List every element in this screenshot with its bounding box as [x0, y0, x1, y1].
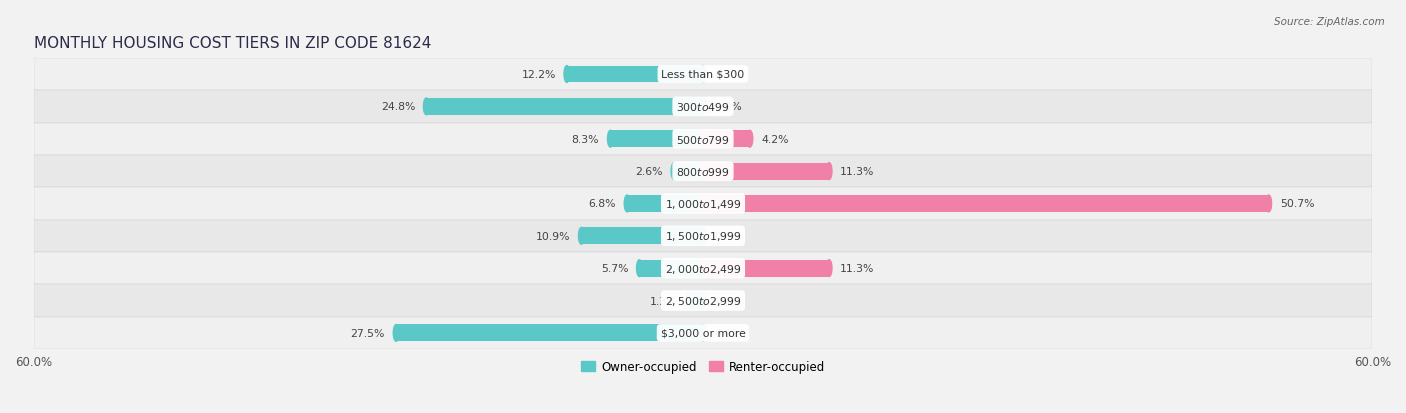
- Bar: [703, 196, 1268, 212]
- Text: 0.0%: 0.0%: [714, 328, 742, 338]
- Circle shape: [637, 260, 643, 277]
- Text: 0.0%: 0.0%: [714, 231, 742, 241]
- FancyBboxPatch shape: [34, 252, 1372, 285]
- Circle shape: [578, 228, 585, 244]
- Text: Less than $300: Less than $300: [661, 70, 745, 80]
- FancyBboxPatch shape: [34, 91, 1372, 123]
- Text: $300 to $499: $300 to $499: [676, 101, 730, 113]
- FancyBboxPatch shape: [34, 59, 1372, 91]
- Text: 1.3%: 1.3%: [650, 296, 678, 306]
- Text: 11.3%: 11.3%: [841, 263, 875, 273]
- Bar: [396, 325, 703, 342]
- Bar: [703, 260, 830, 277]
- Circle shape: [700, 196, 706, 212]
- Bar: [627, 196, 703, 212]
- Text: 5.7%: 5.7%: [600, 263, 628, 273]
- Bar: [673, 163, 703, 180]
- FancyBboxPatch shape: [34, 156, 1372, 188]
- Legend: Owner-occupied, Renter-occupied: Owner-occupied, Renter-occupied: [576, 356, 830, 378]
- Text: 0.0%: 0.0%: [714, 102, 742, 112]
- Text: $3,000 or more: $3,000 or more: [661, 328, 745, 338]
- Circle shape: [700, 196, 706, 212]
- Text: $2,000 to $2,499: $2,000 to $2,499: [665, 262, 741, 275]
- Circle shape: [423, 99, 429, 116]
- Bar: [582, 228, 703, 244]
- Circle shape: [827, 163, 832, 180]
- Text: 0.0%: 0.0%: [714, 296, 742, 306]
- Text: 50.7%: 50.7%: [1279, 199, 1315, 209]
- Circle shape: [700, 260, 706, 277]
- Circle shape: [700, 163, 706, 180]
- Circle shape: [827, 260, 832, 277]
- Text: $2,500 to $2,999: $2,500 to $2,999: [665, 294, 741, 307]
- Text: 27.5%: 27.5%: [350, 328, 385, 338]
- Text: $1,000 to $1,499: $1,000 to $1,499: [665, 197, 741, 211]
- Circle shape: [700, 66, 706, 83]
- FancyBboxPatch shape: [34, 317, 1372, 349]
- Circle shape: [700, 163, 706, 180]
- Circle shape: [700, 260, 706, 277]
- Text: 2.6%: 2.6%: [636, 167, 662, 177]
- Text: $800 to $999: $800 to $999: [676, 166, 730, 178]
- FancyBboxPatch shape: [34, 123, 1372, 156]
- Bar: [703, 163, 830, 180]
- Circle shape: [624, 196, 630, 212]
- Bar: [640, 260, 703, 277]
- Text: $500 to $799: $500 to $799: [676, 133, 730, 145]
- Text: 24.8%: 24.8%: [381, 102, 415, 112]
- Text: 4.2%: 4.2%: [761, 134, 789, 145]
- Text: MONTHLY HOUSING COST TIERS IN ZIP CODE 81624: MONTHLY HOUSING COST TIERS IN ZIP CODE 8…: [34, 36, 430, 50]
- Text: 10.9%: 10.9%: [536, 231, 571, 241]
- Circle shape: [671, 163, 676, 180]
- FancyBboxPatch shape: [34, 188, 1372, 220]
- Circle shape: [700, 228, 706, 244]
- Circle shape: [564, 66, 569, 83]
- Circle shape: [747, 131, 752, 148]
- FancyBboxPatch shape: [34, 285, 1372, 317]
- Bar: [703, 131, 749, 148]
- Circle shape: [700, 131, 706, 148]
- Text: 11.3%: 11.3%: [841, 167, 875, 177]
- Text: 0.0%: 0.0%: [714, 70, 742, 80]
- Circle shape: [394, 325, 399, 342]
- Bar: [689, 292, 703, 309]
- Text: 8.3%: 8.3%: [572, 134, 599, 145]
- Circle shape: [607, 131, 613, 148]
- Text: 6.8%: 6.8%: [589, 199, 616, 209]
- Text: $1,500 to $1,999: $1,500 to $1,999: [665, 230, 741, 243]
- Circle shape: [700, 325, 706, 342]
- Circle shape: [1265, 196, 1271, 212]
- Circle shape: [700, 292, 706, 309]
- Bar: [426, 99, 703, 116]
- Text: 12.2%: 12.2%: [522, 70, 555, 80]
- Bar: [567, 66, 703, 83]
- FancyBboxPatch shape: [34, 220, 1372, 252]
- Circle shape: [700, 131, 706, 148]
- Circle shape: [700, 99, 706, 116]
- Bar: [610, 131, 703, 148]
- Text: Source: ZipAtlas.com: Source: ZipAtlas.com: [1274, 17, 1385, 26]
- Circle shape: [686, 292, 692, 309]
